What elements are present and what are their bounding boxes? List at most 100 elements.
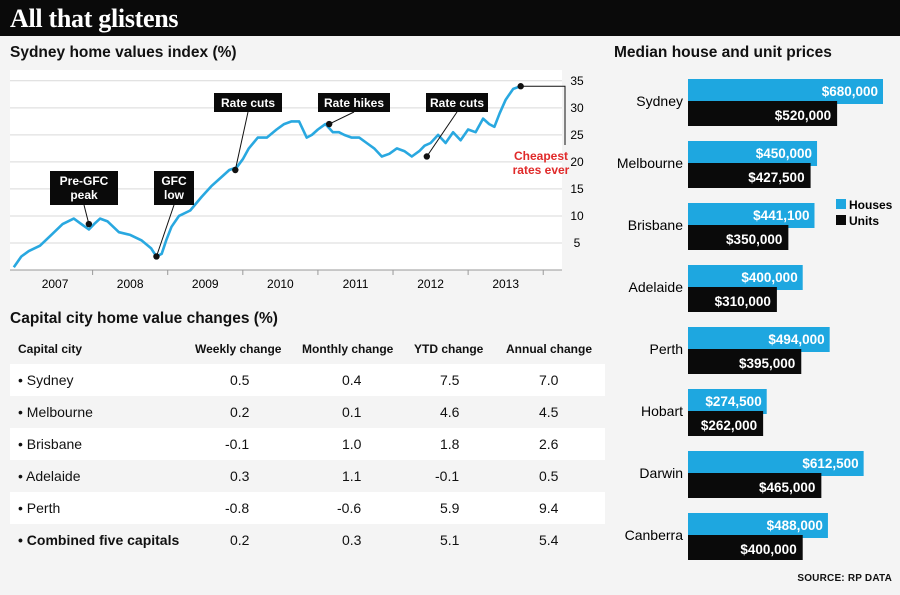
callout-box — [426, 93, 488, 112]
x-tick-label: 2010 — [267, 277, 294, 291]
y-tick-label: 5 — [574, 236, 581, 250]
callout-leader — [83, 204, 90, 225]
table-row: • Sydney 0.5 0.4 7.5 7.0 — [10, 364, 605, 396]
table-header-cell: Capital city — [18, 342, 83, 356]
unit-price-bar — [688, 473, 822, 498]
unit-price-label: $395,000 — [739, 356, 795, 371]
house-price-label: $494,000 — [768, 332, 824, 347]
table-cell: 1.1 — [342, 468, 362, 484]
city-label: Canberra — [625, 527, 684, 543]
unit-price-bar — [688, 411, 764, 436]
house-price-label: $441,100 — [753, 208, 809, 223]
table-cell-city: • Combined five capitals — [18, 532, 180, 548]
table-cell: 0.3 — [230, 468, 250, 484]
callout-leader — [328, 111, 355, 125]
table-cell: 0.5 — [230, 372, 250, 388]
city-label: Melbourne — [617, 155, 683, 171]
table-header-cell: Weekly change — [195, 342, 282, 356]
table-cell: 7.0 — [539, 372, 559, 388]
table-cell: 9.4 — [539, 500, 559, 516]
table-cell-city: • Adelaide — [18, 468, 81, 484]
y-tick-label: 30 — [570, 101, 584, 115]
table-cell: 5.9 — [440, 500, 460, 516]
city-label: Sydney — [636, 93, 683, 109]
callout-leader — [155, 204, 175, 257]
unit-price-label: $310,000 — [715, 294, 771, 309]
table-cell: 2.6 — [539, 436, 559, 452]
callout-marker — [423, 153, 431, 160]
city-label: Brisbane — [628, 217, 683, 233]
house-price-label: $400,000 — [741, 270, 797, 285]
callout-box — [318, 93, 390, 112]
table-cell: 0.4 — [342, 372, 362, 388]
city-label: Adelaide — [629, 279, 684, 295]
source-note: SOURCE: RP DATA — [797, 573, 892, 584]
callout-box — [50, 171, 118, 205]
callout-marker — [153, 253, 160, 260]
table-row: • Melbourne 0.2 0.1 4.6 4.5 — [10, 396, 605, 428]
table-cell: 1.0 — [342, 436, 362, 452]
page-title: All that glistens — [10, 4, 179, 33]
table-row: • Perth -0.8 -0.6 5.9 9.4 — [10, 492, 605, 524]
callout-label: Pre-GFC peak — [60, 174, 109, 202]
legend-swatch — [836, 215, 846, 225]
callout-label-cheapest-rates: Cheapest rates ever — [513, 149, 570, 177]
table-cell: 0.1 — [342, 404, 362, 420]
table-cell: -0.1 — [225, 436, 250, 452]
house-price-label: $680,000 — [822, 84, 878, 99]
table-header-row: Capital city Weekly change Monthly chang… — [10, 334, 605, 364]
callout-marker — [232, 166, 239, 174]
house-price-bar — [688, 451, 864, 476]
x-tick-label: 2013 — [492, 277, 519, 291]
table-cell: 0.5 — [539, 468, 559, 484]
callout-leader — [234, 111, 249, 171]
callout-box — [154, 171, 194, 205]
table-cell: 7.5 — [440, 372, 460, 388]
unit-price-label: $400,000 — [740, 542, 796, 557]
table-cell: 5.1 — [440, 532, 460, 548]
table-title: Capital city home value changes (%) — [10, 310, 278, 327]
value-changes-table: Capital city Weekly change Monthly chang… — [10, 334, 605, 556]
table-cell: 5.4 — [539, 532, 559, 548]
callout-label: GFC low — [161, 174, 187, 202]
x-tick-label: 2011 — [343, 277, 369, 291]
callout-leader — [426, 111, 458, 157]
y-tick-label: 25 — [570, 128, 584, 142]
unit-price-bar — [688, 101, 838, 126]
callout-marker — [517, 83, 524, 90]
unit-price-label: $465,000 — [759, 480, 815, 495]
unit-price-bar — [688, 163, 811, 188]
house-price-bar — [688, 389, 767, 414]
legend-swatch — [836, 199, 846, 209]
legend-label: Houses — [849, 198, 893, 212]
city-label: Hobart — [641, 403, 683, 419]
table-header-cell: YTD change — [414, 342, 484, 356]
table-cell: -0.8 — [225, 500, 250, 516]
house-price-bar — [688, 327, 830, 352]
house-price-label: $450,000 — [756, 146, 812, 161]
y-tick-label: 15 — [570, 182, 584, 196]
callout-label: Rate hikes — [324, 96, 384, 110]
callout-marker — [325, 120, 333, 128]
unit-price-label: $262,000 — [701, 418, 757, 433]
table-row: • Adelaide 0.3 1.1 -0.1 0.5 — [10, 460, 605, 492]
table-cell-city: • Sydney — [18, 372, 74, 388]
table-row: • Brisbane -0.1 1.0 1.8 2.6 — [10, 428, 605, 460]
callout-label: Rate cuts — [430, 96, 484, 110]
line-chart-title: Sydney home values index (%) — [10, 44, 237, 61]
table-cell-city: • Perth — [18, 500, 61, 516]
line-chart: 5 10 15 20 25 30 35 2007 2008 2009 2010 2011 2012 201… — [10, 70, 584, 291]
table-row: • Combined five capitals 0.2 0.3 5.1 5.4 — [10, 524, 605, 556]
callout-leader — [520, 85, 566, 145]
table-header-cell: Monthly change — [302, 342, 394, 356]
unit-price-label: $427,500 — [748, 170, 804, 185]
table-cell: 4.6 — [440, 404, 460, 420]
city-label: Darwin — [639, 465, 683, 481]
unit-price-bar — [688, 535, 803, 560]
table-cell: -0.1 — [435, 468, 460, 484]
y-tick-label: 10 — [570, 209, 584, 223]
city-label: Perth — [650, 341, 683, 357]
table-cell: -0.6 — [337, 500, 362, 516]
house-price-label: $488,000 — [767, 518, 823, 533]
